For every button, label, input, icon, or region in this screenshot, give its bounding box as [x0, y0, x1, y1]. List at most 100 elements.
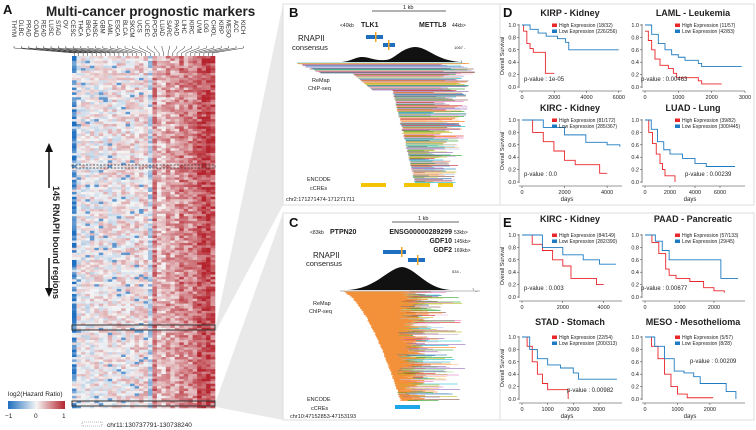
heatmap-cell	[174, 242, 180, 246]
heatmap-cell	[85, 204, 91, 207]
heatmap-cell	[94, 116, 100, 120]
heatmap-cell	[170, 85, 176, 88]
heatmap-cell	[116, 228, 122, 232]
heatmap-cell	[94, 172, 100, 176]
heatmap-cell	[139, 281, 144, 285]
heatmap-cell	[72, 116, 77, 120]
heatmap-cell	[94, 99, 100, 103]
heatmap-cell	[94, 153, 100, 156]
heatmap-cell	[201, 109, 207, 113]
heatmap-cell	[210, 221, 216, 224]
heatmap-cell	[139, 235, 144, 239]
heatmap-cell	[72, 233, 77, 236]
heatmap-cell	[125, 352, 131, 355]
heatmap-cell	[147, 354, 153, 358]
heatmap-cell	[179, 381, 185, 385]
heatmap-cell	[112, 179, 117, 183]
heatmap-cell	[76, 182, 82, 185]
heatmap-cell	[183, 172, 189, 176]
heatmap-cell	[170, 138, 176, 142]
heatmap-cell	[183, 388, 189, 392]
heatmap-cell	[170, 70, 176, 74]
heatmap-cell	[116, 242, 122, 246]
heatmap-cell	[183, 218, 189, 222]
heatmap-cell	[80, 133, 86, 137]
heatmap-cell	[147, 262, 153, 266]
heatmap-cell	[116, 383, 122, 387]
heatmap-cell	[183, 381, 189, 385]
heatmap-cell	[130, 225, 135, 229]
heatmap-cell	[206, 87, 211, 91]
heatmap-cell	[210, 174, 216, 178]
heatmap-cell	[210, 247, 216, 251]
heatmap-cell	[183, 145, 189, 149]
heatmap-cell	[103, 286, 109, 290]
heatmap-cell	[210, 245, 216, 249]
heatmap-cell	[206, 349, 211, 353]
heatmap-cell	[210, 298, 216, 302]
heatmap-cell	[125, 245, 131, 249]
heatmap-cell	[174, 306, 180, 309]
heatmap-cell	[116, 145, 122, 149]
heatmap-cell	[179, 323, 185, 326]
heatmap-cell	[125, 332, 131, 336]
heatmap-cell	[183, 337, 189, 341]
heatmap-cell	[72, 296, 77, 300]
heatmap-cell	[112, 291, 117, 295]
heatmap-cell	[134, 196, 140, 200]
heatmap-cell	[161, 262, 167, 266]
heatmap-cell	[161, 332, 167, 336]
heatmap-cell	[170, 201, 176, 205]
heatmap-cell	[210, 131, 216, 134]
heatmap-cell	[85, 133, 91, 137]
heatmap-cell	[206, 150, 211, 154]
heatmap-cell	[170, 77, 176, 81]
heatmap-cell	[179, 119, 185, 122]
heatmap-cell	[98, 342, 104, 346]
heatmap-cell	[116, 99, 122, 103]
heatmap-cell	[98, 327, 104, 331]
heatmap-cell	[201, 327, 207, 331]
heatmap-cell	[179, 325, 185, 329]
heatmap-cell	[147, 126, 153, 130]
heatmap-cell	[130, 218, 135, 222]
heatmap-cell	[130, 87, 135, 91]
heatmap-cell	[201, 211, 207, 215]
heatmap-cell	[165, 114, 171, 117]
heatmap-cell	[130, 354, 135, 358]
heatmap-cell	[125, 381, 131, 385]
heatmap-cell	[94, 395, 100, 399]
ccre-element	[361, 183, 386, 187]
heatmap-cell	[89, 174, 95, 178]
heatmap-cell	[210, 87, 216, 91]
heatmap-cell	[147, 347, 153, 351]
heatmap-cell	[156, 250, 162, 253]
heatmap-cell	[139, 143, 144, 147]
heatmap-cell	[143, 381, 149, 385]
heatmap-cell	[98, 184, 104, 188]
heatmap-cell	[147, 111, 153, 115]
heatmap-cell	[98, 104, 104, 108]
heatmap-cell	[192, 194, 198, 198]
highlight-row-b	[71, 324, 216, 331]
heatmap-cell	[161, 238, 167, 241]
heatmap-cell	[152, 104, 158, 108]
ccre-element	[404, 183, 430, 187]
heatmap-cell	[94, 291, 100, 295]
heatmap-cell	[143, 405, 149, 409]
heatmap-cell	[183, 376, 189, 380]
heatmap-cell	[206, 359, 211, 363]
heatmap-cell	[170, 359, 176, 363]
heatmap-cell	[147, 145, 153, 149]
heatmap-cell	[103, 80, 109, 84]
heatmap-cell	[174, 235, 180, 239]
heatmap-cell	[197, 172, 202, 176]
heatmap-cell	[130, 131, 135, 134]
heatmap-cell	[179, 310, 185, 314]
heatmap-cell	[174, 371, 180, 375]
heatmap-cell	[85, 131, 91, 134]
heatmap-cell	[139, 337, 144, 341]
heatmap-cell	[210, 340, 216, 343]
heatmap-cell	[165, 400, 171, 404]
heatmap-cell	[201, 381, 207, 385]
